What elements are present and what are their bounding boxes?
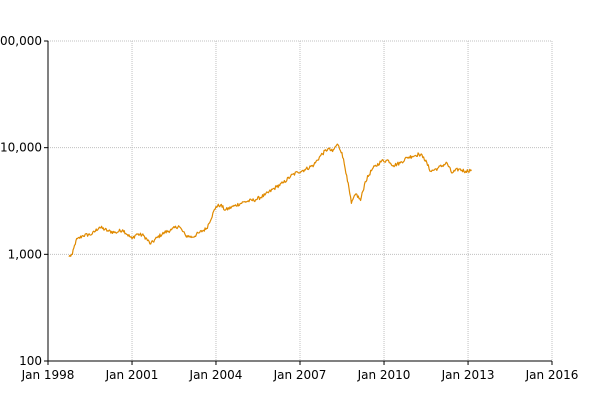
y-tick-label: 100,000 <box>0 34 42 48</box>
tick-labels: 100 1,000 10,000 100,000 Jan 1998 Jan 2001 Jan… <box>0 34 578 382</box>
x-tick-label: Jan 2004 <box>189 368 243 382</box>
series-line <box>68 143 472 258</box>
axes <box>44 40 553 365</box>
y-tick-label: 10,000 <box>0 141 42 155</box>
x-tick-label: Jan 1998 <box>21 368 75 382</box>
x-tick-label: Jan 2007 <box>273 368 327 382</box>
y-tick-label: 100 <box>19 354 42 368</box>
series-layer <box>68 143 472 258</box>
y-tick-label: 1,000 <box>8 247 42 261</box>
grid <box>47 40 553 362</box>
x-tick-label: Jan 2013 <box>441 368 495 382</box>
x-tick-label: Jan 2001 <box>105 368 159 382</box>
x-tick-label: Jan 2010 <box>357 368 411 382</box>
x-tick-label: Jan 2016 <box>525 368 579 382</box>
